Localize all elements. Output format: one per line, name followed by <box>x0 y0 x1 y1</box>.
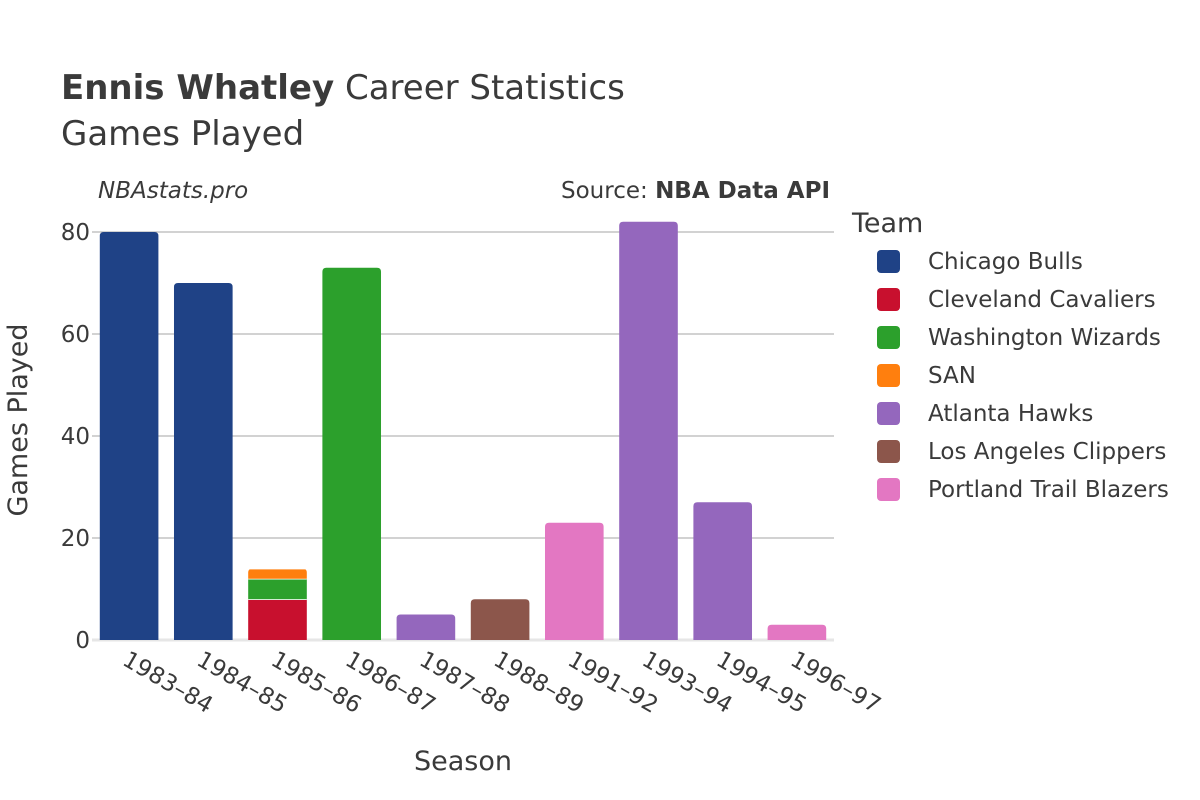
y-axis-ticks: 0 20 40 60 80 <box>61 220 90 654</box>
source-name: NBA Data API <box>655 178 830 204</box>
bar-segment <box>396 614 456 640</box>
legend-swatch <box>877 288 900 311</box>
player-name: Ennis Whatley <box>61 68 335 108</box>
brand-watermark: NBAstats.pro <box>98 178 249 204</box>
title-rest: Career Statistics <box>344 68 625 108</box>
y-tick-label: 20 <box>61 526 90 552</box>
bar-segment <box>470 599 530 640</box>
chart-subtitle: Games Played <box>61 114 305 154</box>
legend-items: Chicago Bulls Cleveland Cavaliers Washingt… <box>852 245 1169 511</box>
y-axis-title: Games Played <box>3 323 34 516</box>
bar-segment <box>173 283 233 640</box>
legend-swatch <box>877 440 900 463</box>
legend: Team Chicago Bulls Cleveland Cavaliers Was… <box>852 208 1169 511</box>
y-tick-label: 40 <box>61 424 90 450</box>
source-credit: Source: NBA Data API <box>561 178 830 204</box>
legend-label: Los Angeles Clippers <box>928 439 1167 465</box>
legend-label: Cleveland Cavaliers <box>928 287 1156 313</box>
bar-segment <box>322 267 382 640</box>
bar-segment <box>767 624 827 640</box>
legend-item[interactable]: Chicago Bulls <box>852 245 1083 283</box>
legend-item[interactable]: Portland Trail Blazers <box>852 473 1169 511</box>
legend-item[interactable]: SAN <box>852 359 976 397</box>
legend-item[interactable]: Los Angeles Clippers <box>852 435 1166 473</box>
legend-title: Team <box>852 208 924 239</box>
legend-label: SAN <box>928 363 976 389</box>
bars <box>99 221 827 641</box>
chart-title: Ennis Whatley Career Statistics <box>61 66 625 110</box>
y-tick-label: 60 <box>61 322 90 348</box>
y-tick-label: 80 <box>61 220 90 246</box>
legend-item[interactable]: Cleveland Cavaliers <box>852 283 1156 321</box>
bar-segment <box>248 578 307 600</box>
bar-segment <box>248 599 307 640</box>
legend-swatch <box>877 402 900 425</box>
legend-label: Chicago Bulls <box>928 249 1083 275</box>
bar-segment <box>693 502 753 640</box>
legend-swatch <box>877 326 900 349</box>
legend-label: Atlanta Hawks <box>928 401 1094 427</box>
bar-segment <box>619 221 678 641</box>
legend-label: Portland Trail Blazers <box>928 477 1169 503</box>
bar-segment <box>544 522 604 640</box>
legend-item[interactable]: Atlanta Hawks <box>852 397 1093 435</box>
legend-swatch <box>877 364 900 387</box>
legend-label: Washington Wizards <box>928 325 1161 351</box>
legend-item[interactable]: Washington Wizards <box>852 321 1161 359</box>
legend-swatch <box>877 250 900 273</box>
bar-segment <box>248 568 307 579</box>
x-axis-title: Season <box>414 746 512 777</box>
source-prefix: Source: <box>561 178 656 204</box>
bar-segment <box>99 232 159 640</box>
y-tick-label: 0 <box>75 628 90 654</box>
legend-swatch <box>877 478 900 501</box>
x-axis-ticks: 1983–841984–851985–861986–871987–881988–… <box>118 647 885 719</box>
